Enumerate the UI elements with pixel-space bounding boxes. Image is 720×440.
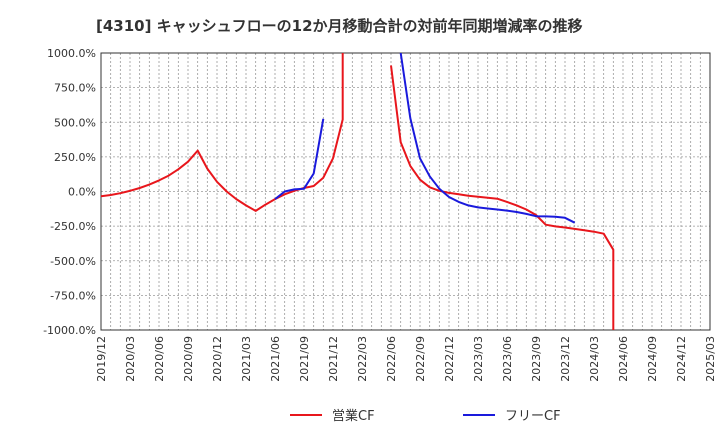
x-tick-label: 2023/12 <box>559 336 572 382</box>
legend-label-2: フリーCF <box>505 409 561 424</box>
x-tick-label: 2020/09 <box>182 336 195 382</box>
x-tick-label: 2022/03 <box>356 336 369 382</box>
x-tick-label: 2019/12 <box>95 336 108 382</box>
y-tick-label: 1000.0% <box>47 47 96 60</box>
x-axis: 2019/12 2020/03 2020/06 2020/09 2020/12 2021/… <box>95 336 717 382</box>
x-tick-label: 2023/09 <box>530 336 543 382</box>
x-tick-label: 2020/06 <box>153 336 166 382</box>
series-line-1 <box>101 53 615 330</box>
y-tick-label: 500.0% <box>54 116 96 129</box>
legend-label-1: 営業CF <box>332 408 375 424</box>
x-tick-label: 2022/06 <box>385 336 398 382</box>
x-tick-label: 2024/09 <box>646 336 659 382</box>
y-tick-label: 750.0% <box>54 82 96 95</box>
y-tick-label: -1000.0% <box>43 324 96 337</box>
y-axis: 1000.0% 750.0% 500.0% 250.0% 0.0% -250.0% -500… <box>43 47 96 337</box>
x-tick-label: 2024/03 <box>588 336 601 382</box>
x-tick-label: 2021/06 <box>269 336 282 382</box>
y-tick-label: -500.0% <box>50 255 96 268</box>
x-tick-label: 2021/09 <box>298 336 311 382</box>
legend: 営業CF フリーCF <box>290 408 561 424</box>
grid <box>101 53 710 330</box>
x-tick-label: 2022/09 <box>414 336 427 382</box>
x-tick-label: 2024/06 <box>617 336 630 382</box>
series-line-2 <box>274 53 576 224</box>
x-tick-label: 2025/03 <box>704 336 717 382</box>
x-tick-label: 2024/12 <box>675 336 688 382</box>
x-tick-label: 2023/06 <box>501 336 514 382</box>
chart-title: [4310] キャッシュフローの12か月移動合計の対前年同期増減率の推移 <box>96 17 583 35</box>
x-tick-label: 2020/12 <box>211 336 224 382</box>
series-layer <box>101 53 615 330</box>
x-tick-label: 2020/03 <box>124 336 137 382</box>
plot-frame <box>100 52 711 331</box>
x-tick-label: 2021/03 <box>240 336 253 382</box>
x-tick-label: 2021/12 <box>327 336 340 382</box>
y-tick-label: 250.0% <box>54 151 96 164</box>
y-tick-label: 0.0% <box>68 186 96 199</box>
x-tick-label: 2022/12 <box>443 336 456 382</box>
y-tick-label: -750.0% <box>50 289 96 302</box>
x-tick-label: 2023/03 <box>472 336 485 382</box>
y-tick-label: -250.0% <box>50 220 96 233</box>
